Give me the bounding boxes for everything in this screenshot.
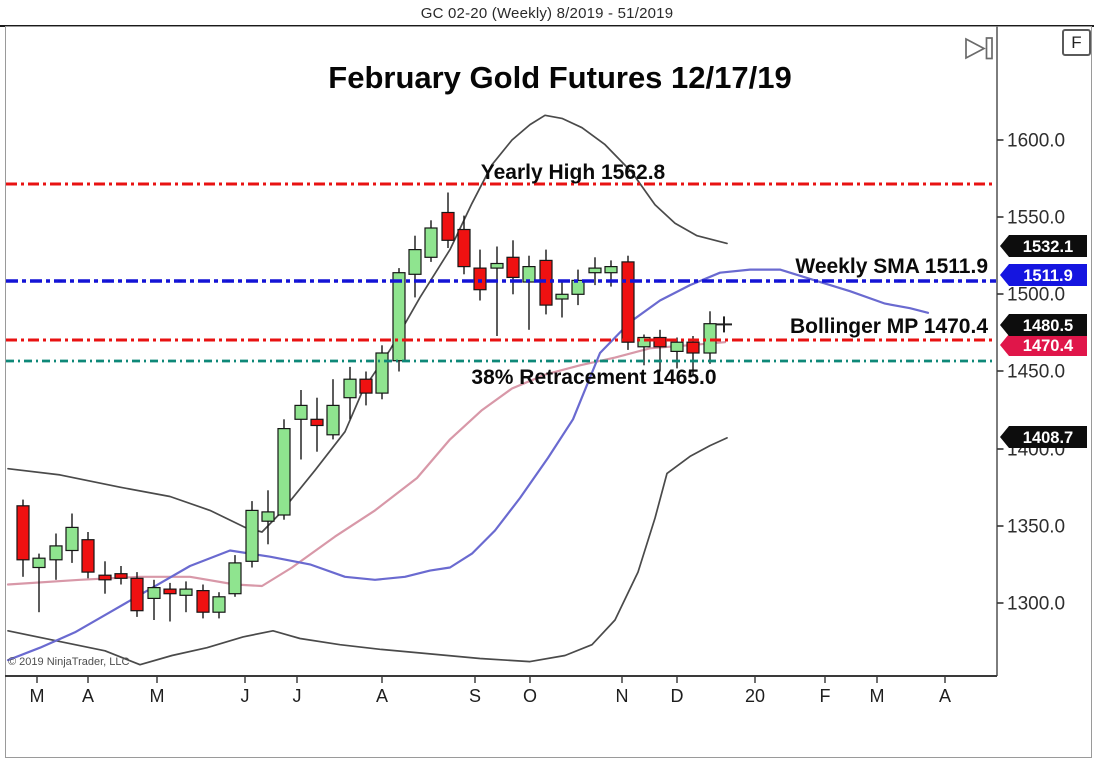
price-tag: 1511.9 xyxy=(1000,264,1087,286)
candlestick xyxy=(571,269,585,306)
time-axis-label: A xyxy=(939,686,951,706)
axis-labels: 1600.01550.01500.01450.01400.01350.01300… xyxy=(30,131,1066,707)
candlestick xyxy=(196,584,210,619)
fullscreen-button[interactable]: F xyxy=(1062,29,1091,56)
candlestick xyxy=(457,215,471,275)
candlestick xyxy=(179,581,193,613)
candlestick xyxy=(588,257,602,286)
time-axis-label: N xyxy=(616,686,629,706)
price-tag: 1408.7 xyxy=(1000,426,1087,448)
price-axis-label: 1550.0 xyxy=(1007,208,1065,229)
candlestick xyxy=(375,345,389,400)
candlestick xyxy=(473,249,487,301)
bollinger-lower-band xyxy=(7,437,728,666)
candlestick xyxy=(147,579,161,620)
weekly-sma-line-label: Weekly SMA 1511.9 xyxy=(795,255,988,278)
candlestick xyxy=(212,592,226,619)
annotation-lines xyxy=(6,182,996,363)
svg-text:1480.5: 1480.5 xyxy=(1023,317,1073,335)
candlestick xyxy=(653,329,667,372)
candlestick xyxy=(277,419,291,520)
candlestick xyxy=(49,533,63,580)
price-tag: 1480.5 xyxy=(1000,314,1087,336)
chart-title: February Gold Futures 12/17/19 xyxy=(328,60,791,95)
bollinger-upper-band xyxy=(7,114,728,533)
bollinger-mp-line-label: Bollinger MP 1470.4 xyxy=(790,315,988,338)
candlestick xyxy=(686,336,700,375)
candlestick xyxy=(392,268,406,372)
time-axis-label: M xyxy=(150,686,165,706)
candlestick xyxy=(359,371,373,406)
price-tag: 1532.1 xyxy=(1000,235,1087,257)
candlestick xyxy=(81,532,95,579)
time-axis-label: O xyxy=(523,686,537,706)
candlestick xyxy=(294,390,308,460)
yearly-high-line-label: Yearly High 1562.8 xyxy=(481,161,666,184)
candlestick xyxy=(555,280,569,318)
time-axis-label: J xyxy=(293,686,302,706)
titlebar: GC 02-20 (Weekly) 8/2019 - 51/2019 xyxy=(0,0,1094,26)
time-axis-label: M xyxy=(870,686,885,706)
price-axis-label: 1300.0 xyxy=(1007,594,1065,615)
time-axis-label: A xyxy=(376,686,388,706)
go-to-end-icon[interactable] xyxy=(965,37,993,60)
svg-text:1511.9: 1511.9 xyxy=(1023,267,1073,285)
candlestick xyxy=(522,255,536,330)
candlestick xyxy=(670,337,684,369)
svg-text:1408.7: 1408.7 xyxy=(1023,429,1073,447)
last-price-marker xyxy=(716,316,732,333)
price-tags: 1532.1 1511.9 1470.4 1480.5 1408.7 xyxy=(1000,235,1087,448)
time-axis-label: A xyxy=(82,686,94,706)
candlestick xyxy=(32,553,46,613)
candlestick xyxy=(326,379,340,440)
candlestick xyxy=(114,566,128,585)
slow-sma-blue xyxy=(6,268,930,662)
candlestick xyxy=(310,397,324,452)
candlestick xyxy=(261,490,275,545)
time-axis-label: F xyxy=(820,686,831,706)
copyright-watermark: © 2019 NinjaTrader, LLC xyxy=(8,656,129,668)
candlestick xyxy=(424,220,438,262)
indicator-curves xyxy=(6,114,930,666)
time-axis-label: D xyxy=(671,686,684,706)
candlestick xyxy=(343,366,357,420)
candlestick xyxy=(163,582,177,622)
time-axis-label: S xyxy=(469,686,481,706)
candlestick xyxy=(506,240,520,295)
candlestick xyxy=(65,513,79,563)
go-to-end-triangle xyxy=(965,37,986,60)
candlestick xyxy=(408,235,422,298)
candlestick xyxy=(490,246,504,336)
candlestick xyxy=(703,311,717,364)
candlestick xyxy=(130,572,144,617)
candlestick xyxy=(228,555,242,597)
time-axis-label: M xyxy=(30,686,45,706)
candlestick xyxy=(98,561,112,594)
go-to-end-bar xyxy=(985,37,993,60)
price-axis-label: 1450.0 xyxy=(1007,362,1065,383)
time-axis-label: J xyxy=(241,686,250,706)
time-axis-label: 20 xyxy=(745,686,765,706)
price-tag: 1470.4 xyxy=(1000,334,1087,356)
svg-text:1532.1: 1532.1 xyxy=(1023,238,1073,256)
candlestick xyxy=(245,501,259,568)
fast-sma-pink xyxy=(6,341,727,588)
candlestick xyxy=(621,255,635,350)
price-axis-label: 1600.0 xyxy=(1007,131,1065,152)
candles xyxy=(16,192,717,622)
window-border xyxy=(5,26,1092,758)
svg-text:1470.4: 1470.4 xyxy=(1023,337,1074,355)
candlestick xyxy=(441,192,455,248)
retracement-line-label: 38% Retracement 1465.0 xyxy=(471,366,716,389)
price-axis-label: 1350.0 xyxy=(1007,517,1065,538)
candlestick xyxy=(16,499,30,577)
window-title: GC 02-20 (Weekly) 8/2019 - 51/2019 xyxy=(420,4,674,22)
annotation-labels: Yearly High 1562.8 Weekly SMA 1511.9 Bolli… xyxy=(471,161,988,389)
price-axis-label: 1500.0 xyxy=(1007,285,1065,306)
